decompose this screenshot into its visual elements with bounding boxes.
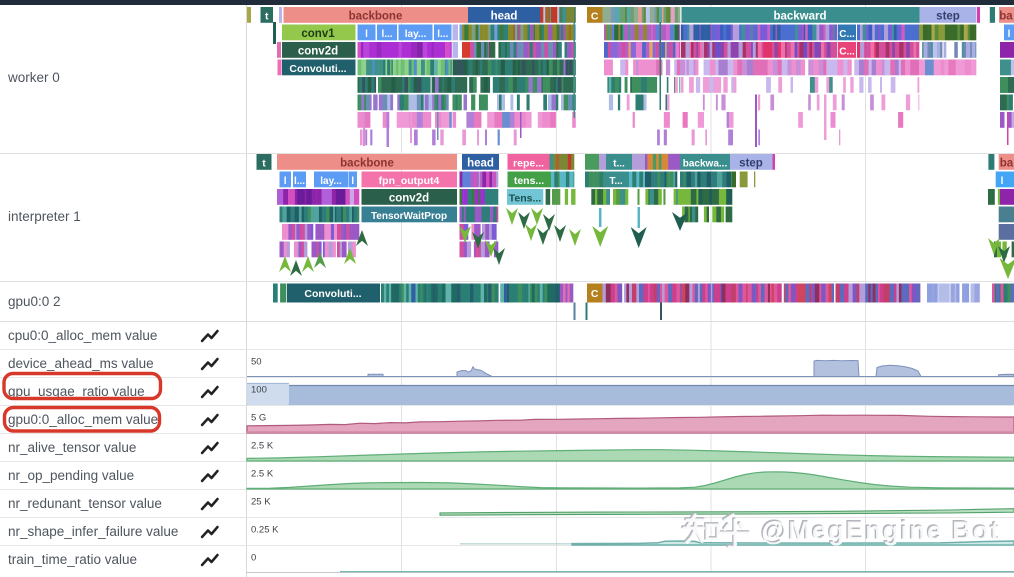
svg-text:tens...: tens...	[514, 175, 544, 187]
svg-text:step: step	[936, 11, 960, 23]
svg-text:C: C	[591, 288, 599, 300]
svg-text:gpu_usgae_ratio value: gpu_usgae_ratio value	[8, 384, 145, 399]
svg-text:conv2d: conv2d	[389, 193, 429, 205]
svg-text:worker 0: worker 0	[7, 70, 60, 85]
svg-text:l: l	[1001, 176, 1004, 187]
svg-text:100: 100	[251, 385, 267, 396]
svg-text:conv1: conv1	[301, 28, 335, 40]
svg-text:fpn_output4: fpn_output4	[379, 175, 440, 187]
svg-text:@MegEngine Bot: @MegEngine Bot	[760, 515, 1000, 545]
svg-text:t: t	[262, 158, 266, 170]
svg-text:TensorWaitProp: TensorWaitProp	[371, 211, 447, 222]
svg-text:l: l	[284, 176, 287, 187]
svg-text:T...: T...	[609, 176, 623, 187]
svg-text:t...: t...	[613, 159, 625, 170]
svg-text:Convoluti...: Convoluti...	[289, 63, 346, 75]
svg-text:Convoluti...: Convoluti...	[304, 288, 361, 300]
svg-text:repe...: repe...	[513, 158, 544, 170]
svg-text:backbone: backbone	[349, 11, 403, 23]
svg-text:nr_alive_tensor value: nr_alive_tensor value	[8, 440, 136, 455]
svg-text:l...: l...	[381, 29, 392, 40]
svg-text:Tens...: Tens...	[509, 193, 542, 205]
svg-text:device_ahead_ms value: device_ahead_ms value	[8, 356, 154, 371]
svg-text:head: head	[491, 11, 518, 23]
svg-text:ba: ba	[999, 11, 1013, 23]
svg-text:lay...: lay...	[320, 176, 342, 187]
svg-text:cpu0:0_alloc_mem value: cpu0:0_alloc_mem value	[8, 328, 157, 343]
svg-text:l: l	[365, 29, 368, 40]
svg-text:2.5 K: 2.5 K	[251, 469, 274, 480]
svg-text:l...: l...	[437, 29, 448, 40]
svg-text:lay...: lay...	[405, 29, 427, 40]
svg-text:@MegEngine Bot: @MegEngine Bot	[761, 516, 1001, 546]
svg-text:C: C	[591, 11, 599, 23]
svg-text:backwa...: backwa...	[683, 159, 728, 170]
svg-text:l: l	[1008, 29, 1011, 40]
svg-text:2.5 K: 2.5 K	[251, 441, 274, 452]
svg-text:backbone: backbone	[340, 158, 394, 170]
svg-text:train_time_ratio value: train_time_ratio value	[8, 552, 137, 567]
svg-text:nr_shape_infer_failure value: nr_shape_infer_failure value	[8, 524, 178, 539]
svg-text:step: step	[739, 158, 763, 170]
svg-text:5 G: 5 G	[251, 413, 266, 424]
svg-text:nr_redunant_tensor value: nr_redunant_tensor value	[8, 496, 162, 511]
svg-text:0: 0	[251, 553, 256, 564]
svg-text:conv2d: conv2d	[298, 46, 338, 58]
svg-text:interpreter 1: interpreter 1	[8, 209, 81, 224]
svg-text:gpu0:0 2: gpu0:0 2	[8, 294, 61, 309]
svg-text:head: head	[467, 158, 494, 170]
svg-text:nr_op_pending value: nr_op_pending value	[8, 468, 134, 483]
svg-text:backward: backward	[773, 11, 826, 23]
svg-text:l...: l...	[294, 176, 305, 187]
svg-text:0.25 K: 0.25 K	[251, 525, 279, 536]
svg-text:t: t	[265, 11, 269, 23]
svg-text:25 K: 25 K	[251, 497, 271, 508]
svg-text:50: 50	[251, 357, 262, 368]
svg-text:ba: ba	[1000, 158, 1014, 170]
svg-text:C...: C...	[839, 29, 855, 40]
svg-text:C...: C...	[839, 47, 855, 58]
svg-text:gpu0:0_alloc_mem value: gpu0:0_alloc_mem value	[8, 412, 158, 427]
svg-text:l: l	[351, 176, 354, 187]
